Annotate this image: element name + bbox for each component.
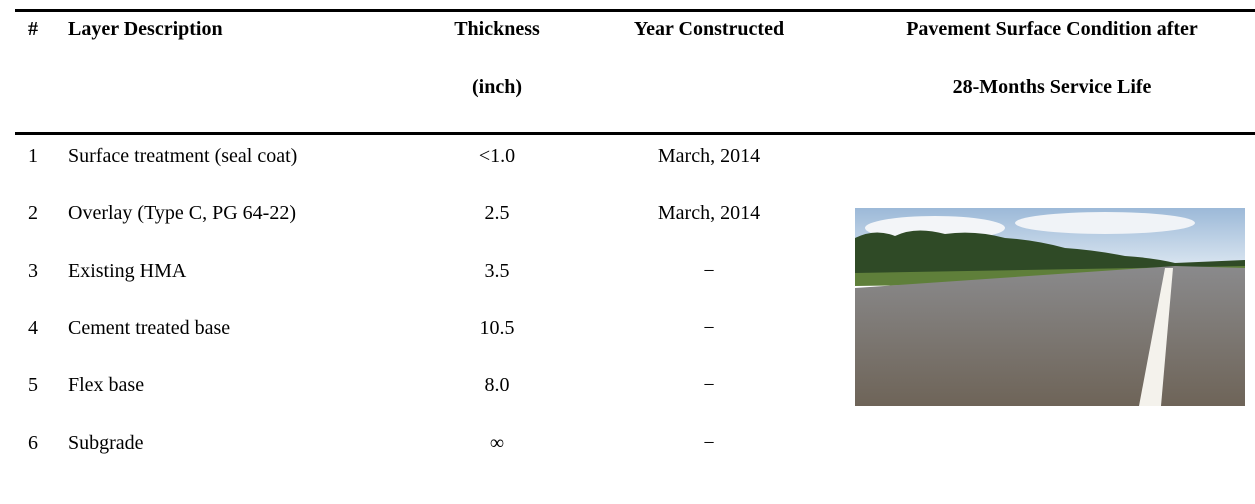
table-cell: − bbox=[703, 259, 714, 283]
column-header: Year Constructed bbox=[634, 17, 784, 41]
table-cell: <1.0 bbox=[479, 144, 515, 168]
table-cell: 3.5 bbox=[485, 259, 510, 283]
header-rule bbox=[15, 132, 1255, 135]
table-cell: − bbox=[703, 373, 714, 397]
table-cell: 2.5 bbox=[485, 201, 510, 225]
column-header: Layer Description bbox=[68, 17, 223, 41]
table-cell: − bbox=[703, 431, 714, 455]
table-cell: 4 bbox=[28, 316, 38, 340]
table-cell: Overlay (Type C, PG 64-22) bbox=[68, 201, 296, 225]
column-header: Thickness bbox=[454, 17, 540, 41]
table-cell: 5 bbox=[28, 373, 38, 397]
table-cell: March, 2014 bbox=[658, 144, 760, 168]
table-cell: 1 bbox=[28, 144, 38, 168]
table-cell: Flex base bbox=[68, 373, 144, 397]
top-rule bbox=[15, 9, 1255, 12]
table-cell: 6 bbox=[28, 431, 38, 455]
column-header: (inch) bbox=[472, 75, 522, 99]
table-cell: March, 2014 bbox=[658, 201, 760, 225]
column-header: # bbox=[28, 17, 38, 41]
table-cell: Surface treatment (seal coat) bbox=[68, 144, 297, 168]
table-cell: 8.0 bbox=[485, 373, 510, 397]
table-cell: 3 bbox=[28, 259, 38, 283]
pavement-photo bbox=[855, 208, 1245, 406]
table-cell: Subgrade bbox=[68, 431, 144, 455]
table-cell: Cement treated base bbox=[68, 316, 230, 340]
table-cell: − bbox=[703, 316, 714, 340]
column-header: 28-Months Service Life bbox=[953, 75, 1152, 99]
table-cell: 2 bbox=[28, 201, 38, 225]
table-cell: Existing HMA bbox=[68, 259, 186, 283]
column-header: Pavement Surface Condition after bbox=[906, 17, 1198, 41]
table-cell: 10.5 bbox=[480, 316, 515, 340]
table-cell: ∞ bbox=[490, 431, 504, 455]
table-page: # Layer Description Thickness (inch) Year Co… bbox=[0, 0, 1255, 504]
